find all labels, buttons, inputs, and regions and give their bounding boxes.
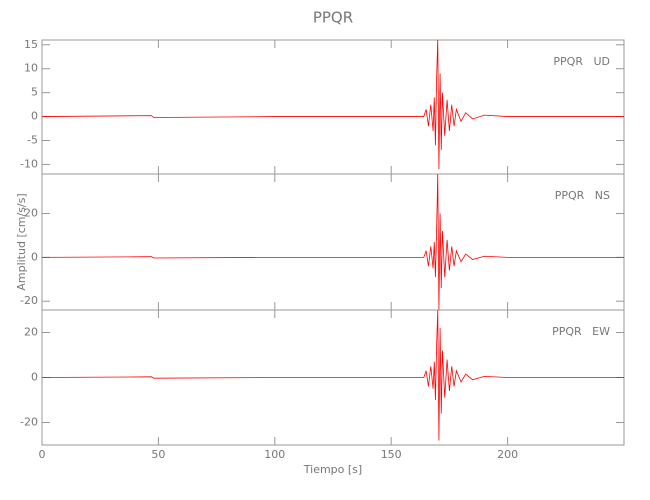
x-tick-label: 100 [264,448,285,461]
y-tick-label: 20 [24,326,38,339]
panel-frame [41,173,625,311]
waveform [41,39,624,170]
waveform [41,309,624,441]
y-tick-label: -10 [20,157,38,170]
y-tick-label: -5 [27,134,38,147]
x-tick-label: 50 [151,448,165,461]
y-tick-label: -20 [20,294,38,307]
x-tick-label: 0 [39,448,46,461]
y-tick-label: 5 [31,86,38,99]
x-tick-label: 200 [497,448,518,461]
y-tick-label: 15 [24,38,38,51]
y-tick-label: 20 [24,206,38,219]
y-tick-label: -20 [20,416,38,429]
panel-label: PPQR NS [555,189,610,202]
waveform [41,173,624,311]
y-tick-label: 0 [31,250,38,263]
x-axis-label: Tiempo [s] [303,463,362,476]
panel-label: PPQR EW [552,325,610,338]
panel-label: PPQR UD [553,55,610,68]
y-tick-label: 10 [24,62,38,75]
chart-title: PPQR [313,9,353,27]
y-tick-label: 0 [31,371,38,384]
panel-frame [41,39,625,175]
x-tick-label: 150 [381,448,402,461]
y-axis-label: Amplitud [cm/s/s] [15,193,28,290]
y-tick-label: 0 [31,110,38,123]
